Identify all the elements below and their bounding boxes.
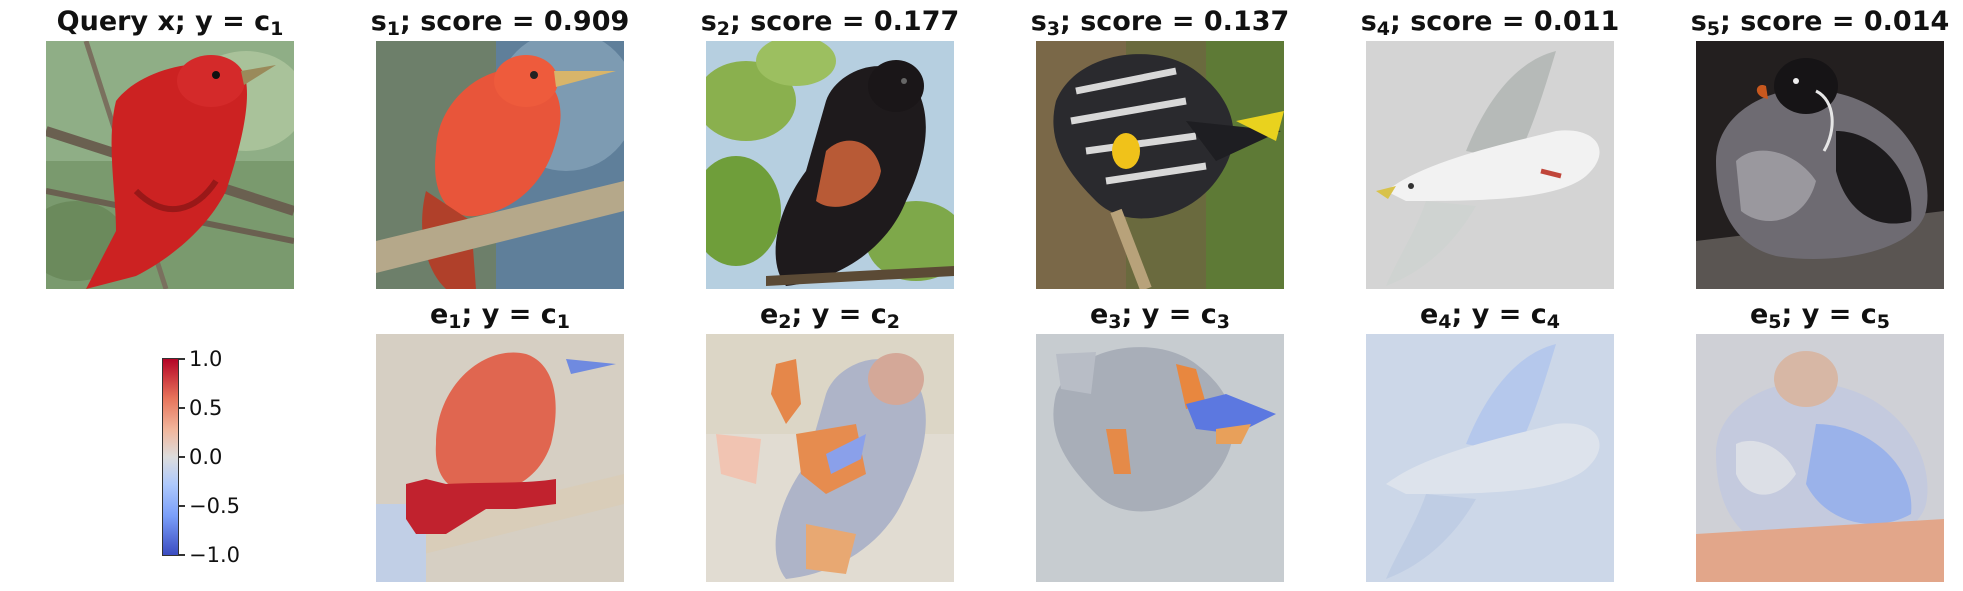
e3-heatmap bbox=[1036, 334, 1284, 582]
e3-title: e3; y = c3 bbox=[1089, 299, 1230, 333]
colorbar-tick-label: 0.5 bbox=[189, 396, 223, 420]
query-image bbox=[46, 41, 294, 289]
s3-image bbox=[1036, 41, 1284, 289]
colorbar-tick-label: −0.5 bbox=[189, 494, 240, 518]
colorbar: 1.0 0.5 0.0 −0.5 −1.0 bbox=[162, 348, 302, 566]
e4-heatmap bbox=[1366, 334, 1614, 582]
e2-title: e2; y = c2 bbox=[759, 299, 900, 333]
s4-image bbox=[1366, 41, 1614, 289]
e5-heatmap bbox=[1696, 334, 1944, 582]
query-title: Query x; y = c1 bbox=[56, 6, 284, 40]
e1-heatmap bbox=[376, 334, 624, 582]
s4-title: s4; score = 0.011 bbox=[1360, 6, 1620, 40]
colorbar-gradient bbox=[162, 358, 179, 556]
e1-title: e1; y = c1 bbox=[429, 299, 570, 333]
e5-title: e5; y = c5 bbox=[1749, 299, 1890, 333]
s1-title: s1; score = 0.909 bbox=[370, 6, 630, 40]
colorbar-tick-label: −1.0 bbox=[189, 543, 240, 567]
e4-title: e4; y = c4 bbox=[1419, 299, 1560, 333]
colorbar-tick-label: 1.0 bbox=[189, 347, 223, 371]
s1-image bbox=[376, 41, 624, 289]
e2-heatmap bbox=[706, 334, 954, 582]
s5-image bbox=[1696, 41, 1944, 289]
colorbar-tick-label: 0.0 bbox=[189, 445, 223, 469]
s2-title: s2; score = 0.177 bbox=[700, 6, 960, 40]
s3-title: s3; score = 0.137 bbox=[1030, 6, 1290, 40]
s2-image bbox=[706, 41, 954, 289]
s5-title: s5; score = 0.014 bbox=[1690, 6, 1950, 40]
